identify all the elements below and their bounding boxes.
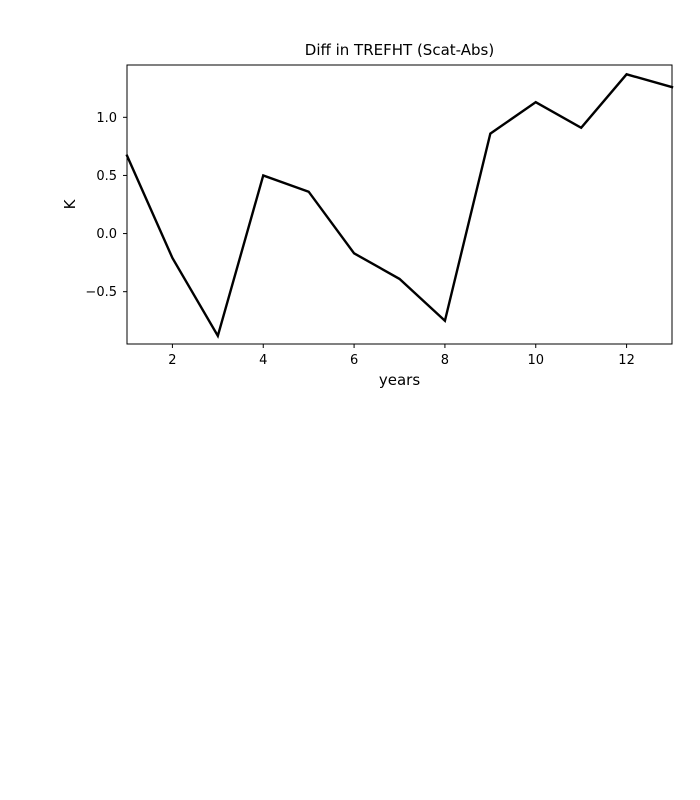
- x-axis: 2 4 6 8 10 12: [168, 344, 635, 368]
- chart-title: Diff in TREFHT (Scat-Abs): [305, 41, 494, 59]
- y-tick-label: 0.5: [96, 169, 117, 184]
- x-tick-label: 10: [527, 353, 544, 368]
- x-tick-label: 4: [259, 353, 267, 368]
- y-tick-label: 0.0: [96, 227, 117, 242]
- series-layer: [125, 72, 674, 339]
- plot-frame: [126, 64, 673, 345]
- x-tick-label: 2: [168, 353, 176, 368]
- y-axis-label: K: [61, 198, 79, 209]
- x-tick-label: 8: [441, 353, 449, 368]
- plot-area: [125, 64, 674, 345]
- y-axis: −0.5 0.0 0.5 1.0: [85, 111, 127, 300]
- y-tick-label: −0.5: [85, 285, 117, 300]
- x-axis-label: years: [379, 371, 420, 389]
- x-tick-label: 12: [618, 353, 635, 368]
- y-tick-label: 1.0: [96, 111, 117, 126]
- x-tick-label: 6: [350, 353, 358, 368]
